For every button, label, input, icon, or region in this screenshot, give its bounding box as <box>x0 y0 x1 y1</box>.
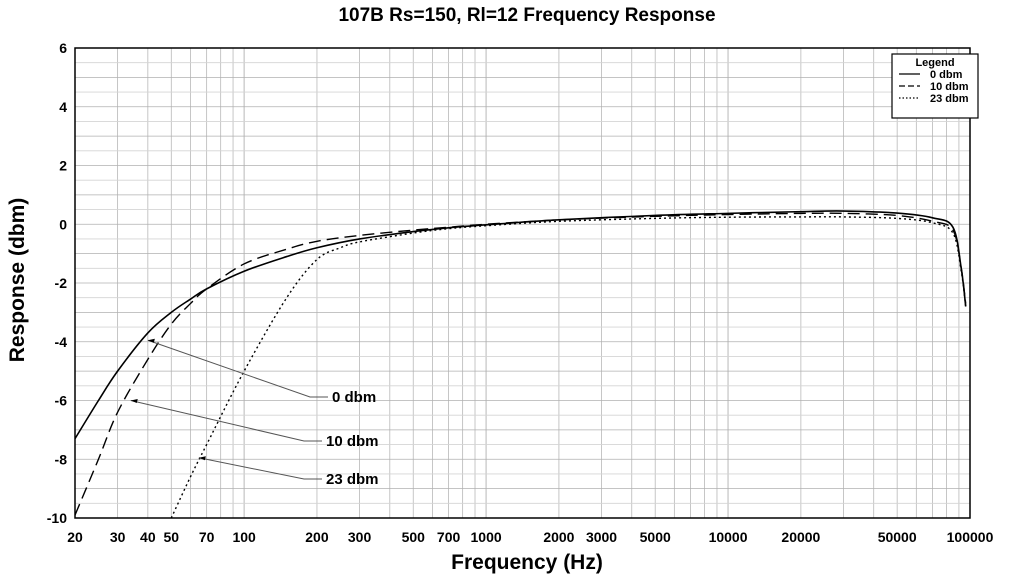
x-tick-label: 50 <box>163 529 179 545</box>
annotation-arrowhead <box>198 456 206 461</box>
x-tick-label: 500 <box>402 529 426 545</box>
x-tick-label: 50000 <box>878 529 917 545</box>
legend-entry-label: 0 dbm <box>930 69 963 81</box>
legend-entry-label: 10 dbm <box>930 81 969 93</box>
series-layer <box>75 210 967 518</box>
annotation-label: 23 dbm <box>326 471 379 488</box>
x-tick-label: 200 <box>305 529 329 545</box>
y-tick-label: 4 <box>59 99 67 115</box>
x-tick-label: 300 <box>348 529 372 545</box>
x-tick-label: 10000 <box>709 529 748 545</box>
x-tick-label: 2000 <box>543 529 574 545</box>
x-tick-label: 3000 <box>586 529 617 545</box>
x-tick-label: 20 <box>67 529 83 545</box>
y-tick-label: 6 <box>59 40 67 56</box>
annotations: 0 dbm 10 dbm 23 dbm <box>130 338 379 488</box>
x-axis-ticks: 20 30 40 50 70 100 200 300 500 700 1000 2000 3000 500… <box>67 529 993 545</box>
y-tick-label: 2 <box>59 158 67 174</box>
x-tick-label: 30 <box>110 529 126 545</box>
x-tick-label: 70 <box>199 529 215 545</box>
plot-border <box>74 47 971 519</box>
y-tick-label: -6 <box>55 393 68 409</box>
y-tick-label: -2 <box>55 275 68 291</box>
annotation-leader-line <box>198 457 322 480</box>
x-tick-label: 5000 <box>640 529 671 545</box>
series-line-10-dbm <box>75 212 967 516</box>
y-tick-label: -4 <box>55 334 68 350</box>
legend-title: Legend <box>915 57 954 69</box>
x-tick-label: 700 <box>437 529 461 545</box>
x-tick-label: 20000 <box>781 529 820 545</box>
legend-entry-label: 23 dbm <box>930 93 969 105</box>
y-tick-label: -10 <box>47 510 67 526</box>
annotation-arrowhead <box>147 338 155 343</box>
x-tick-label: 100 <box>232 529 256 545</box>
annotation-leader-line <box>147 339 328 398</box>
annotation-label: 10 dbm <box>326 433 379 450</box>
annotation-label: 0 dbm <box>332 389 376 406</box>
x-tick-label: 1000 <box>471 529 502 545</box>
y-tick-label: 0 <box>59 216 67 232</box>
y-axis-label: Response (dbm) <box>6 198 29 363</box>
y-axis-ticks: 6 4 2 0 -2 -4 -6 -8 -10 <box>47 40 67 526</box>
x-axis-label: Frequency (Hz) <box>451 551 603 574</box>
series-line-23-dbm <box>170 216 967 518</box>
x-tick-label: 100000 <box>947 529 994 545</box>
x-tick-label: 40 <box>140 529 156 545</box>
chart-title: 107B Rs=150, Rl=12 Frequency Response <box>338 5 715 26</box>
y-tick-label: -8 <box>55 451 68 467</box>
legend-box <box>891 53 979 119</box>
annotation-arrowhead <box>130 399 138 403</box>
annotation-leader-line <box>130 400 322 442</box>
